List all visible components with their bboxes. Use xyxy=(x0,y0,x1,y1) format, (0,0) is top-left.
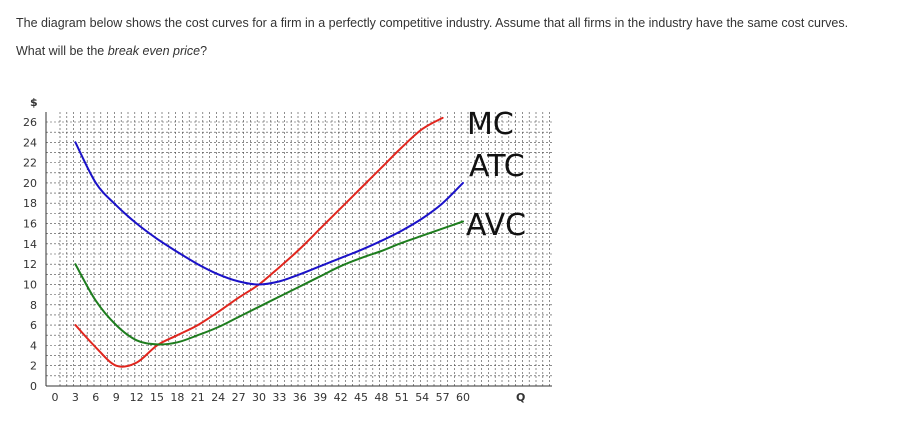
avc-curve-label: AVC xyxy=(466,208,526,243)
y-tick-label: 18 xyxy=(23,197,37,210)
question-prefix: What will be the xyxy=(16,44,108,58)
x-tick-label: 51 xyxy=(395,391,409,404)
x-tick-label: 57 xyxy=(436,391,450,404)
series-line-atc xyxy=(74,141,464,286)
question-text: The diagram below shows the cost curves … xyxy=(16,14,906,70)
question-line-1: The diagram below shows the cost curves … xyxy=(16,16,849,30)
question-line-2: What will be the break even price? xyxy=(16,42,906,60)
y-tick-label: 22 xyxy=(23,157,37,170)
x-tick-label: 6 xyxy=(92,391,99,404)
chart-curves xyxy=(74,116,464,368)
y-tick-label: 6 xyxy=(30,319,37,332)
x-tick-label: 60 xyxy=(456,391,470,404)
y-tick-label: 20 xyxy=(23,177,37,190)
x-tick-label: 12 xyxy=(130,391,144,404)
chart-axes xyxy=(45,112,552,387)
y-tick-label: 16 xyxy=(23,218,37,231)
x-tick-label: 0 xyxy=(52,391,59,404)
x-tick-label: 24 xyxy=(211,391,225,404)
series-line-avc xyxy=(74,220,464,346)
y-tick-label: 0 xyxy=(30,380,37,393)
atc-curve-label: ATC xyxy=(469,149,525,184)
x-tick-label: 42 xyxy=(334,391,348,404)
x-tick-label: 18 xyxy=(170,391,184,404)
mc-curve-label: MC xyxy=(467,107,514,142)
x-tick-label: 3 xyxy=(72,391,79,404)
x-tick-label: 21 xyxy=(191,391,205,404)
x-tick-label: 27 xyxy=(232,391,246,404)
x-tick-label: 15 xyxy=(150,391,164,404)
chart-grid xyxy=(46,112,552,387)
y-tick-label: 2 xyxy=(30,360,37,373)
x-tick-label: 30 xyxy=(252,391,266,404)
x-tick-label: 48 xyxy=(374,391,388,404)
series-line-mc xyxy=(74,116,444,368)
y-tick-label: 24 xyxy=(23,136,37,149)
y-tick-label: 14 xyxy=(23,238,37,251)
y-tick-label: 26 xyxy=(23,116,37,129)
question-suffix: ? xyxy=(200,44,208,58)
x-tick-label: 9 xyxy=(113,391,120,404)
x-axis-label: Q xyxy=(516,391,525,404)
x-tick-label: 39 xyxy=(313,391,327,404)
x-tick-label: 36 xyxy=(293,391,307,404)
y-tick-label: 10 xyxy=(23,278,37,291)
y-tick-label: 8 xyxy=(30,299,37,312)
x-tick-label: 33 xyxy=(272,391,286,404)
y-tick-label: 4 xyxy=(30,339,37,352)
x-tick-label: 54 xyxy=(415,391,429,404)
y-axis-label: $ xyxy=(30,96,38,109)
question-emphasis: break even price xyxy=(107,44,201,58)
x-tick-label: 45 xyxy=(354,391,368,404)
y-tick-label: 12 xyxy=(23,258,37,271)
